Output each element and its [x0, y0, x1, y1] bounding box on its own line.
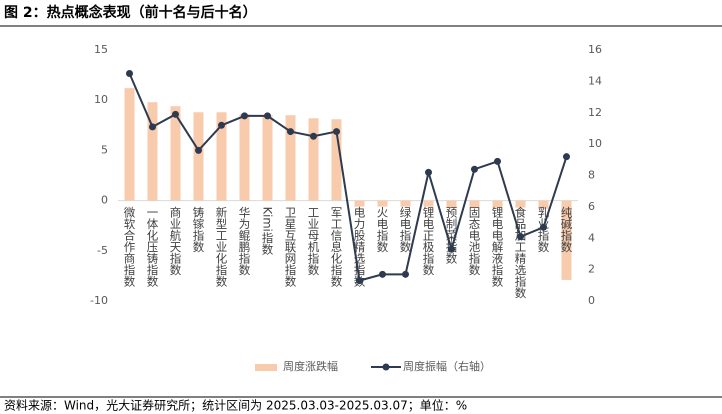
x-tick-label: 预制菜指数 [445, 207, 459, 265]
y-tick-label: 0 [101, 194, 108, 207]
bar [354, 200, 365, 207]
y-tick-label: -10 [90, 294, 108, 307]
line-point [425, 168, 432, 176]
y2-tick-label: 4 [588, 231, 595, 244]
y2-tick-label: 8 [588, 169, 595, 182]
y2-tick-label: 6 [588, 200, 595, 213]
x-tick-label: 火电指数 [376, 207, 390, 254]
line-point [471, 165, 478, 173]
bar [331, 119, 342, 201]
y2-tick-label: 12 [588, 106, 602, 119]
bar [492, 200, 503, 208]
bar [377, 200, 388, 207]
bar [446, 200, 457, 208]
bar [124, 88, 135, 201]
x-tick-label: 锂电正极指数 [422, 206, 436, 277]
x-tick-label: 绿电指数 [399, 206, 413, 254]
x-tick-label: 电力股精选指数 [353, 207, 367, 288]
line-point [264, 112, 271, 120]
line-point [149, 123, 156, 131]
bar [515, 200, 526, 208]
bar [400, 200, 411, 207]
bar [170, 106, 181, 201]
bar [285, 115, 296, 201]
y2-tick-label: 10 [588, 137, 602, 150]
bar [423, 200, 434, 207]
line-point [310, 132, 317, 140]
legend-swatch [382, 363, 390, 371]
bar [147, 102, 158, 201]
line-point [517, 233, 524, 241]
x-tick-label: 微软合作商指数 [123, 206, 137, 288]
x-tick-label: 工业母机指数 [307, 207, 321, 277]
line-point [218, 121, 225, 129]
line-point [540, 223, 547, 231]
y2-tick-label: 0 [588, 294, 595, 307]
x-tick-label: 锂电电解液指数 [491, 206, 505, 288]
line-point [241, 112, 248, 120]
bar [216, 112, 227, 201]
line-point [563, 153, 570, 161]
x-tick-label: 军工信息化指数 [330, 207, 344, 288]
line-point [494, 157, 501, 165]
legend-label: 周度涨跌幅 [283, 359, 338, 373]
y2-tick-label: 14 [588, 74, 602, 87]
line-point [126, 70, 133, 78]
bar [469, 200, 480, 208]
line-point [402, 270, 409, 278]
source: 资料来源：Wind，光大证券研究所；统计区间为 2025.03.03-2025.… [4, 398, 467, 413]
x-tick-label: 纯碱指数 [560, 207, 574, 254]
x-tick-label: 新型工业化指数 [215, 206, 229, 288]
y2-tick-label: 2 [588, 263, 595, 276]
x-tick-label: 固态电池指数 [468, 207, 482, 277]
legend-swatch [255, 364, 277, 371]
y-tick-label: 5 [101, 143, 108, 156]
y-tick-label: 10 [94, 93, 108, 106]
x-tick-label: 商业航天指数 [169, 206, 183, 277]
x-tick-label: Kimi指数 [261, 207, 275, 256]
line-point [379, 270, 386, 278]
line-point [448, 245, 455, 253]
bar [193, 112, 204, 201]
legend-label: 周度振幅（右轴） [403, 359, 491, 373]
bar [262, 115, 273, 201]
chart-title: 图 2：热点概念表现（前十名与后十名） [4, 4, 257, 21]
x-tick-label: 一体化压铸指数 [146, 207, 160, 288]
x-tick-label: 铸镓指数 [192, 206, 206, 254]
x-tick-label: 食品加工精选指数 [514, 206, 528, 300]
bar [308, 118, 319, 201]
line-point [287, 128, 294, 136]
x-tick-label: 卫星互联网指数 [284, 207, 298, 288]
line [128, 73, 568, 282]
y-tick-label: 15 [94, 43, 108, 56]
line-point [195, 146, 202, 154]
bar [239, 114, 250, 201]
y2-tick-label: 16 [588, 43, 602, 56]
bar [561, 200, 572, 280]
bar [538, 200, 549, 209]
line-point [172, 110, 179, 118]
y-tick-label: -5 [97, 244, 108, 257]
line-point [333, 128, 340, 136]
x-tick-label: 华为鲲鹏指数 [238, 206, 252, 277]
line-point [356, 277, 363, 285]
